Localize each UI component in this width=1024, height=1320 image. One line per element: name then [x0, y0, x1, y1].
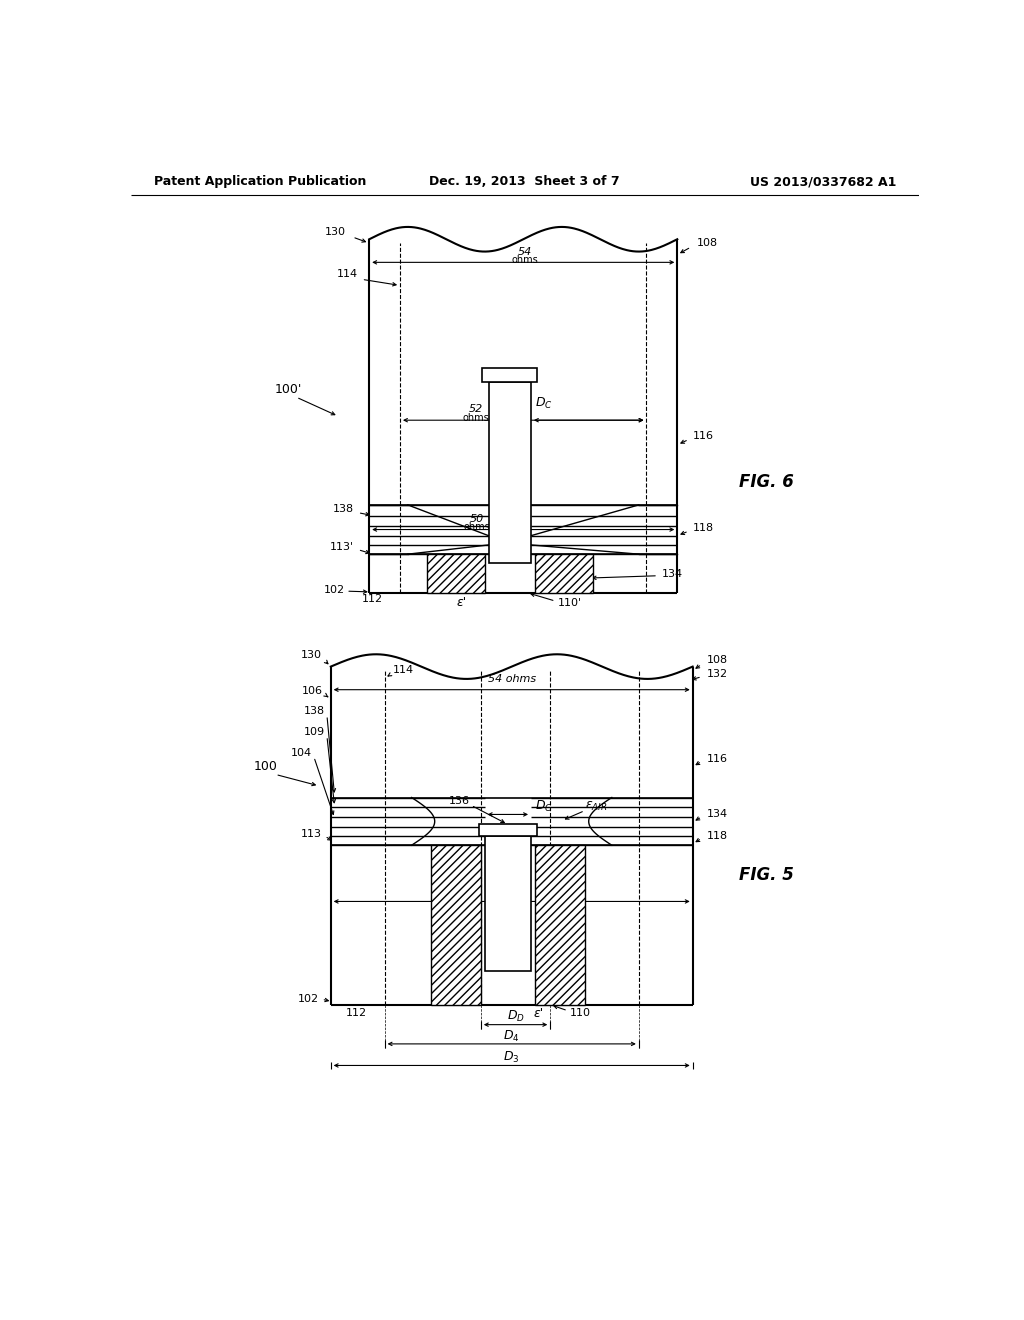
Text: 113': 113' [330, 543, 354, 552]
Text: ε': ε' [534, 1007, 544, 1019]
Bar [427, 554, 484, 594]
Text: 118: 118 [707, 832, 728, 841]
Bar [484, 836, 531, 970]
Bar [478, 825, 538, 836]
Text: 116: 116 [692, 430, 714, 441]
Text: 134: 134 [707, 809, 728, 820]
Text: 112: 112 [346, 1008, 368, 1018]
Bar [535, 845, 585, 1006]
Text: $D_C$: $D_C$ [535, 799, 553, 814]
Text: Dec. 19, 2013  Sheet 3 of 7: Dec. 19, 2013 Sheet 3 of 7 [429, 176, 621, 187]
Text: 112: 112 [361, 594, 383, 603]
Text: 136: 136 [449, 796, 469, 805]
Text: 110': 110' [558, 598, 582, 607]
Text: 55: 55 [455, 886, 469, 896]
Text: $D_3$: $D_3$ [504, 1051, 520, 1065]
Text: 116: 116 [707, 754, 727, 764]
Text: 114: 114 [392, 665, 414, 676]
Text: 108: 108 [707, 656, 728, 665]
Text: 109: 109 [303, 727, 325, 737]
Text: ohms: ohms [511, 255, 539, 265]
Text: 100': 100' [274, 383, 302, 396]
Text: 113: 113 [300, 829, 322, 840]
Text: Patent Application Publication: Patent Application Publication [154, 176, 366, 187]
Text: FIG. 6: FIG. 6 [739, 473, 794, 491]
Text: 100: 100 [253, 760, 278, 774]
Bar [431, 845, 481, 1006]
Text: 118: 118 [692, 523, 714, 533]
Text: 54 ohms: 54 ohms [487, 675, 536, 684]
Text: 130: 130 [326, 227, 346, 236]
Text: $D_4$: $D_4$ [504, 1028, 520, 1044]
Text: 54: 54 [518, 247, 531, 256]
Bar [488, 381, 531, 562]
Text: 130: 130 [300, 649, 322, 660]
Text: 102: 102 [298, 994, 319, 1005]
Text: 110: 110 [569, 1008, 591, 1018]
Text: 134: 134 [662, 569, 683, 579]
Bar [482, 368, 538, 381]
Text: 108: 108 [696, 238, 718, 248]
Text: $D_C$: $D_C$ [535, 396, 553, 411]
Text: 52: 52 [468, 404, 482, 414]
Text: ε': ε' [457, 597, 467, 610]
Text: 106: 106 [302, 686, 323, 696]
Text: 104: 104 [291, 748, 311, 758]
Text: 102: 102 [324, 585, 345, 594]
Text: 50: 50 [470, 513, 484, 524]
Text: 138: 138 [333, 504, 354, 513]
Text: 132: 132 [707, 669, 728, 680]
Text: US 2013/0337682 A1: US 2013/0337682 A1 [750, 176, 896, 187]
Text: ohms: ohms [462, 413, 488, 422]
Text: ohms: ohms [449, 894, 475, 904]
Text: 114: 114 [337, 269, 357, 279]
Text: $\varepsilon_{AIR}$: $\varepsilon_{AIR}$ [585, 800, 607, 813]
Bar [535, 554, 593, 594]
Text: $D_D$: $D_D$ [507, 1010, 524, 1024]
Text: FIG. 5: FIG. 5 [739, 866, 794, 883]
Text: ohms: ohms [464, 523, 490, 532]
Text: 138: 138 [303, 706, 325, 717]
